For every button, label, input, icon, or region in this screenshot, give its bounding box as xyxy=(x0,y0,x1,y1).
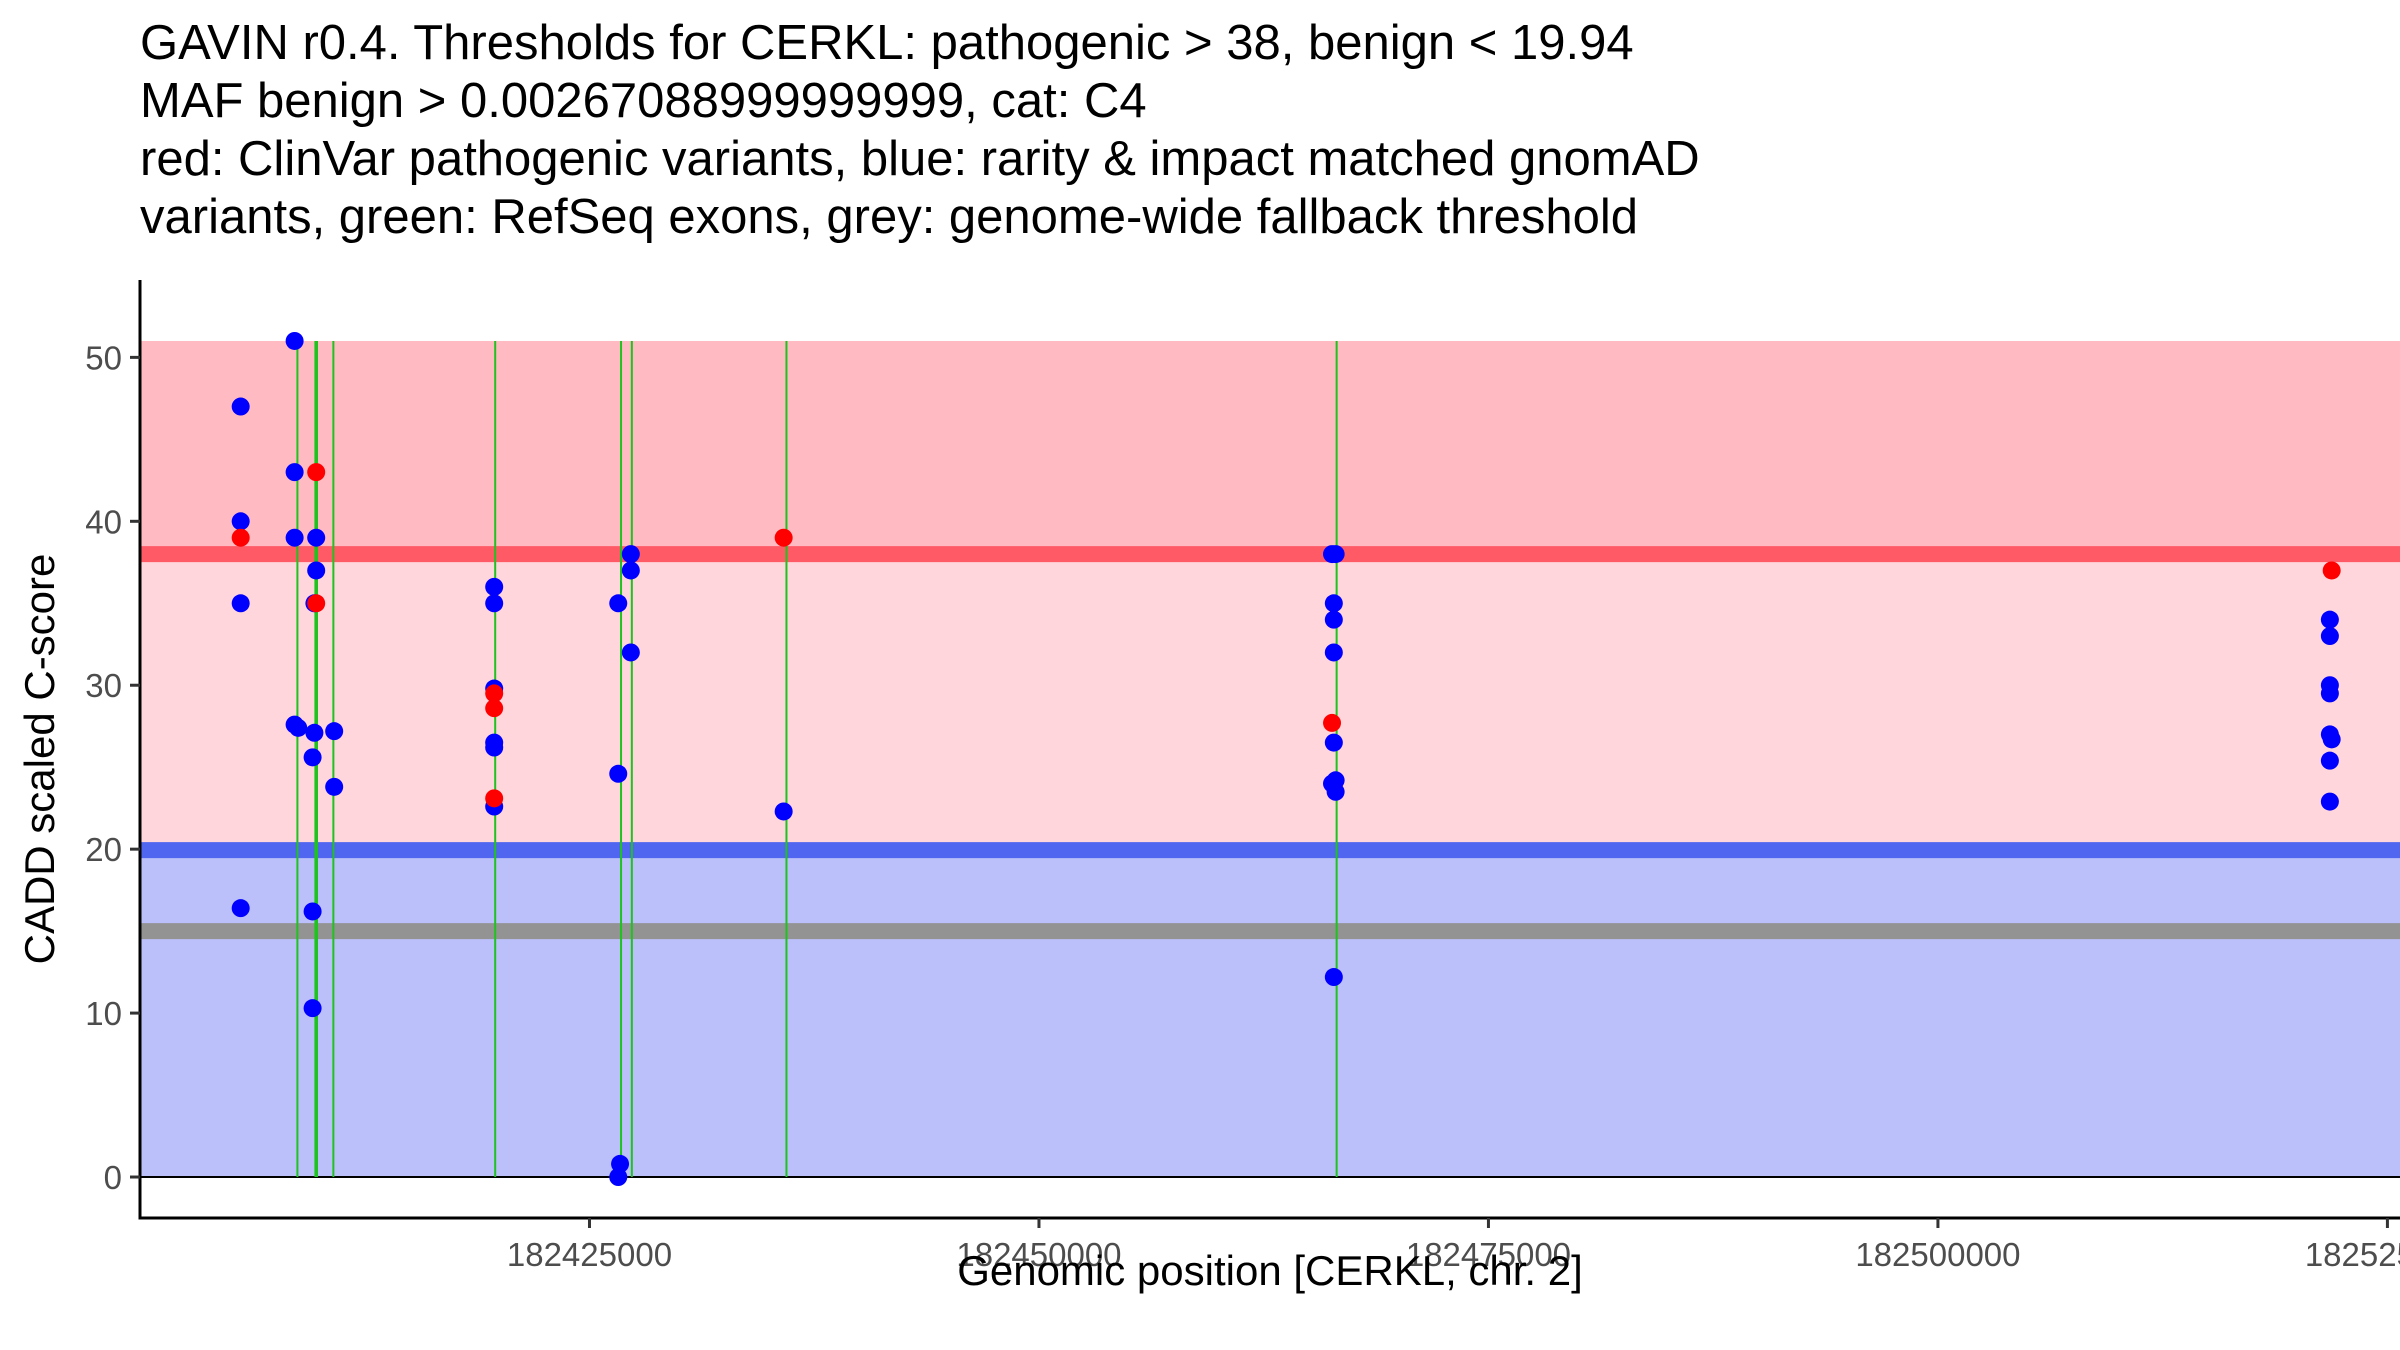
gnomad-point-17 xyxy=(325,722,344,741)
gnomad-point-35 xyxy=(1324,594,1343,613)
x-tick-label: 182425000 xyxy=(507,1236,672,1273)
gnomad-point-41 xyxy=(1326,782,1345,801)
gnomad-point-49 xyxy=(2320,751,2339,770)
y-tick-label: 20 xyxy=(85,831,122,868)
axes xyxy=(138,280,2400,1220)
x-tick-label: 182475000 xyxy=(1406,1236,1571,1273)
clinvar-point-4 xyxy=(485,684,504,703)
pathogenic-region-upper xyxy=(140,340,2400,555)
clinvar-point-5 xyxy=(485,699,504,718)
gnomad-point-44 xyxy=(2320,627,2339,646)
clinvar-point-6 xyxy=(485,789,504,808)
pathogenic-region-lower xyxy=(140,554,2400,851)
gnomad-point-48 xyxy=(2322,730,2341,749)
chart-title-line-3: red: ClinVar pathogenic variants, blue: … xyxy=(140,132,1700,186)
gnomad-point-12 xyxy=(303,999,322,1018)
gnomad-point-23 xyxy=(485,738,504,757)
clinvar-point-3 xyxy=(307,594,326,613)
exon-5 xyxy=(620,340,623,1178)
y-axis-ticks: 0 10 20 30 40 50 xyxy=(85,339,140,1196)
gnomad-point-38 xyxy=(1324,733,1343,752)
clinvar-point-7 xyxy=(774,528,793,547)
x-axis-ticks: 182425000 182450000 182475000 182500000 1825… xyxy=(507,1218,2400,1273)
gnomad-point-3 xyxy=(231,594,250,613)
gnomad-point-46 xyxy=(2320,684,2339,703)
benign-region xyxy=(140,850,2400,1178)
y-tick-label: 30 xyxy=(85,667,122,704)
gnomad-point-27 xyxy=(611,1154,630,1173)
gnomad-point-10 xyxy=(303,748,322,767)
x-tick-label: 182450000 xyxy=(956,1236,1121,1273)
clinvar-point-1 xyxy=(231,528,250,547)
exon-6 xyxy=(630,340,633,1178)
gnomad-point-2 xyxy=(231,512,250,531)
gnomad-point-37 xyxy=(1324,643,1343,662)
exon-8 xyxy=(1335,340,1338,1178)
y-tick-label: 0 xyxy=(104,1159,122,1196)
exon-7 xyxy=(785,340,788,1178)
gnomad-point-31 xyxy=(621,643,640,662)
x-tick-label: 182500000 xyxy=(1855,1236,2020,1273)
gnomad-point-43 xyxy=(2320,610,2339,629)
y-tick-label: 50 xyxy=(85,339,122,376)
gnomad-point-4 xyxy=(231,899,250,918)
gnomad-point-34 xyxy=(1326,545,1345,564)
gnomad-point-28 xyxy=(609,1168,628,1187)
chart-title-line-2: MAF benign > 0.00267088999999999, cat: C… xyxy=(140,74,1147,128)
gnomad-point-16 xyxy=(307,561,326,580)
gnomad-point-20 xyxy=(485,594,504,613)
gnomad-point-18 xyxy=(325,777,344,796)
gnomad-point-25 xyxy=(609,594,628,613)
x-tick-label: 182525000 xyxy=(2305,1236,2400,1273)
clinvar-point-9 xyxy=(2322,561,2341,580)
gnomad-point-30 xyxy=(621,561,640,580)
gnomad-point-9 xyxy=(289,718,308,737)
gnomad-point-6 xyxy=(285,463,304,482)
exon-1 xyxy=(296,340,299,1178)
gnomad-point-1 xyxy=(231,397,250,416)
gnomad-point-14 xyxy=(305,723,324,742)
gnomad-point-11 xyxy=(303,902,322,921)
gnomad-point-32 xyxy=(774,802,793,821)
variant-points xyxy=(231,331,2341,1187)
clinvar-point-8 xyxy=(1323,713,1342,732)
chart-title-line-1: GAVIN r0.4. Thresholds for CERKL: pathog… xyxy=(140,16,1634,70)
y-axis-label: CADD scaled C-score xyxy=(16,554,63,965)
exon-3 xyxy=(332,340,335,1178)
gnomad-point-26 xyxy=(609,764,628,783)
x-axis-label: Genomic position [CERKL, chr. 2] xyxy=(957,1247,1583,1294)
y-tick-label: 40 xyxy=(85,503,122,540)
score-bands xyxy=(140,340,2400,1178)
exon-4 xyxy=(494,340,497,1178)
y-tick-label: 10 xyxy=(85,995,122,1032)
threshold-lines xyxy=(140,546,2400,940)
gnomad-point-50 xyxy=(2320,792,2339,811)
gnomad-point-42 xyxy=(1324,968,1343,987)
gnomad-point-7 xyxy=(285,528,304,547)
gnomad-point-5 xyxy=(285,331,304,350)
chart-title: GAVIN r0.4. Thresholds for CERKL: pathog… xyxy=(140,14,1700,246)
clinvar-point-2 xyxy=(307,463,326,482)
gnomad-point-36 xyxy=(1324,610,1343,629)
gnomad-point-15 xyxy=(307,528,326,547)
gnomad-point-29 xyxy=(621,545,640,564)
chart-title-line-4: variants, green: RefSeq exons, grey: gen… xyxy=(140,190,1639,244)
gnomad-point-19 xyxy=(485,577,504,596)
